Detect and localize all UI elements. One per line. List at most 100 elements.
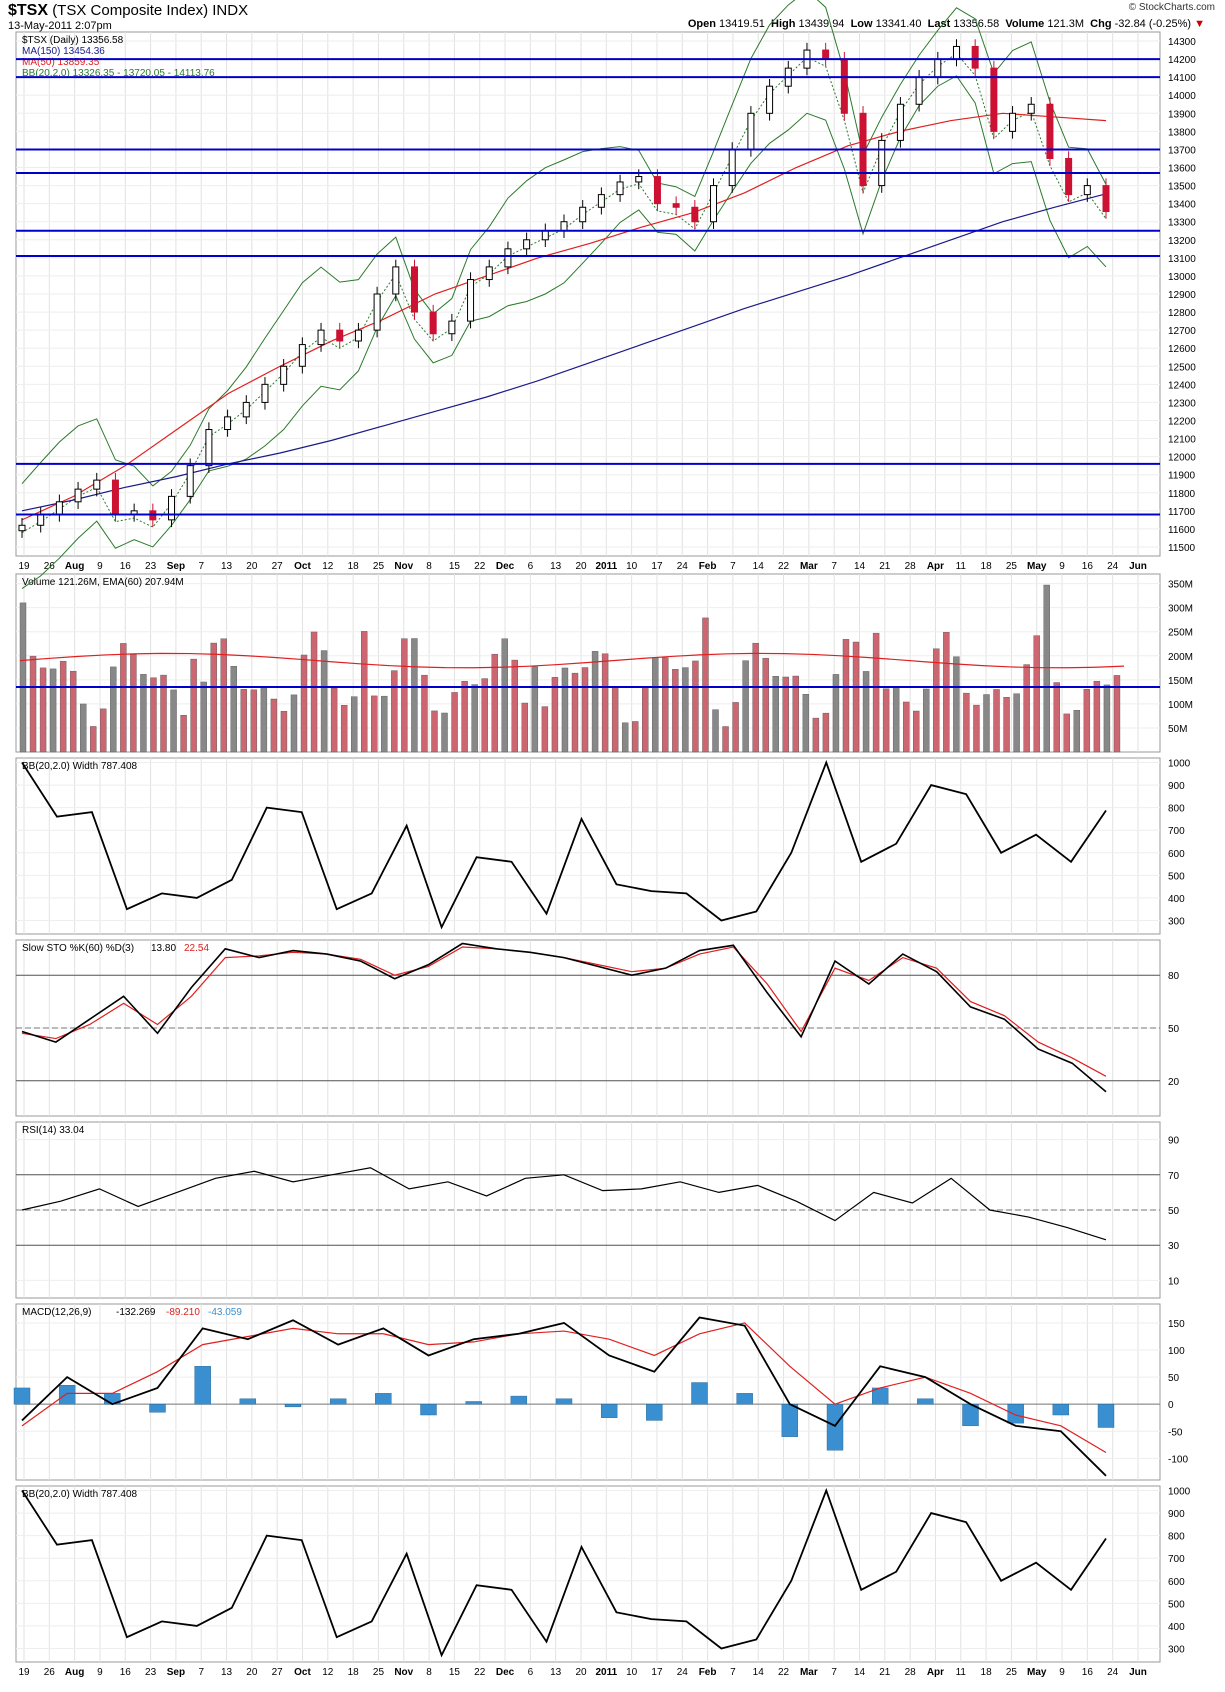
y-tick-label: 70 bbox=[1168, 1171, 1180, 1182]
volume-label: Volume bbox=[1005, 18, 1045, 30]
panel-frame bbox=[15, 757, 1161, 935]
candle-body bbox=[579, 206, 587, 223]
macd-histogram-bar bbox=[1097, 1403, 1115, 1428]
x-tick-label: Oct bbox=[294, 561, 311, 572]
volume-bar bbox=[892, 687, 900, 753]
x-tick-label: 26 bbox=[44, 561, 56, 572]
volume-bar bbox=[832, 674, 840, 753]
volume-bar bbox=[862, 671, 870, 753]
down-arrow-icon: ▼ bbox=[1194, 18, 1205, 30]
high-value: 13439.94 bbox=[798, 18, 845, 30]
volume-bar bbox=[722, 726, 729, 753]
bollinger-band-line bbox=[21, 75, 1107, 589]
y-tick-label: 50 bbox=[1168, 1373, 1180, 1384]
y-tick-label: 80 bbox=[1168, 971, 1180, 982]
macd-histogram-bar bbox=[58, 1385, 76, 1405]
x-tick-label: 18 bbox=[348, 1667, 360, 1678]
candle-body bbox=[1083, 185, 1091, 196]
x-tick-label: 9 bbox=[1059, 1667, 1065, 1678]
volume-bar bbox=[762, 657, 769, 753]
symbol-full-name: (TSX Composite Index) bbox=[52, 2, 209, 19]
y-tick-label: 12000 bbox=[1168, 453, 1196, 464]
volume-bar bbox=[712, 709, 719, 753]
macd-histogram-bar bbox=[736, 1393, 753, 1405]
volume-bar bbox=[59, 660, 67, 753]
volume-bar bbox=[180, 715, 187, 753]
x-tick-label: 9 bbox=[97, 561, 103, 572]
x-tick-label: 2011 bbox=[595, 1667, 617, 1678]
x-tick-label: 20 bbox=[246, 1667, 258, 1678]
x-tick-label: 2011 bbox=[595, 561, 617, 572]
y-tick-label: 1000 bbox=[1168, 759, 1191, 770]
candle-body bbox=[205, 429, 213, 467]
candle-body bbox=[1065, 157, 1073, 196]
volume-bar bbox=[852, 641, 860, 753]
volume-bar bbox=[290, 694, 298, 753]
volume-bar bbox=[1033, 635, 1040, 753]
x-tick-label: 25 bbox=[1006, 1667, 1018, 1678]
candle-body bbox=[728, 148, 736, 187]
volume-ema-line bbox=[19, 652, 1125, 669]
volume-bar bbox=[1063, 713, 1070, 753]
candle-body bbox=[373, 293, 381, 331]
volume-bar bbox=[842, 639, 850, 753]
candle-body bbox=[317, 329, 325, 346]
y-tick-label: 13900 bbox=[1168, 109, 1196, 120]
y-tick-label: -50 bbox=[1168, 1427, 1183, 1438]
volume-bar bbox=[310, 631, 318, 753]
legend-entry: -89.210 bbox=[166, 1307, 200, 1318]
x-tick-label: 11 bbox=[956, 561, 967, 572]
x-tick-label: 22 bbox=[474, 561, 486, 572]
y-tick-label: 11700 bbox=[1168, 507, 1196, 518]
candle-body bbox=[261, 383, 269, 403]
y-tick-label: 200M bbox=[1168, 652, 1193, 663]
candle-body bbox=[186, 465, 194, 497]
legend-entry: 13.80 bbox=[151, 943, 176, 954]
volume-bar bbox=[401, 638, 408, 753]
volume-bar bbox=[330, 687, 338, 753]
volume-bar bbox=[1043, 584, 1050, 753]
candle-body bbox=[952, 45, 960, 60]
volume-bar bbox=[260, 686, 268, 753]
ma150-line bbox=[21, 193, 1107, 512]
volume-bar bbox=[461, 681, 468, 753]
y-tick-label: 400 bbox=[1168, 1622, 1185, 1633]
volume-bar bbox=[983, 694, 990, 753]
candle-body bbox=[653, 176, 661, 205]
macd-histogram-bar bbox=[420, 1403, 437, 1416]
x-tick-label: 7 bbox=[198, 561, 204, 572]
candle-body bbox=[822, 49, 830, 60]
candle-body bbox=[990, 67, 998, 132]
bb-width-line bbox=[21, 759, 1107, 930]
candle-body bbox=[467, 279, 475, 322]
volume-bar bbox=[511, 659, 518, 753]
chg-value: -32.84 (-0.25%) bbox=[1114, 18, 1192, 30]
x-tick-label: 25 bbox=[373, 1667, 385, 1678]
x-tick-label: 7 bbox=[730, 1667, 736, 1678]
y-tick-label: 600 bbox=[1168, 849, 1185, 860]
x-tick-label: 16 bbox=[120, 1667, 132, 1678]
volume-bar bbox=[220, 638, 227, 753]
volume-bar bbox=[431, 710, 438, 753]
volume-bar bbox=[571, 672, 579, 753]
x-tick-label: Sep bbox=[167, 561, 185, 572]
candle-body bbox=[934, 58, 942, 78]
volume-bar bbox=[1073, 710, 1081, 753]
bb-width-line bbox=[21, 1487, 1107, 1658]
volume-bar bbox=[100, 708, 107, 753]
x-tick-label: Aug bbox=[65, 561, 84, 572]
x-tick-label: 7 bbox=[831, 561, 837, 572]
x-tick-label: 20 bbox=[246, 561, 258, 572]
macd-histogram-bar bbox=[194, 1366, 211, 1405]
volume-bar bbox=[531, 666, 539, 753]
volume-bar bbox=[361, 631, 368, 753]
volume-bar bbox=[882, 688, 890, 753]
x-tick-label: Sep bbox=[167, 1667, 185, 1678]
volume-bar bbox=[19, 602, 27, 753]
legend-entry: -43.059 bbox=[208, 1307, 242, 1318]
x-tick-label: 16 bbox=[120, 561, 132, 572]
brand-watermark: © StockCharts.com bbox=[1128, 2, 1215, 13]
y-tick-label: 13300 bbox=[1168, 218, 1196, 229]
volume-bar bbox=[120, 643, 127, 753]
last-value: 13356.58 bbox=[953, 18, 1000, 30]
